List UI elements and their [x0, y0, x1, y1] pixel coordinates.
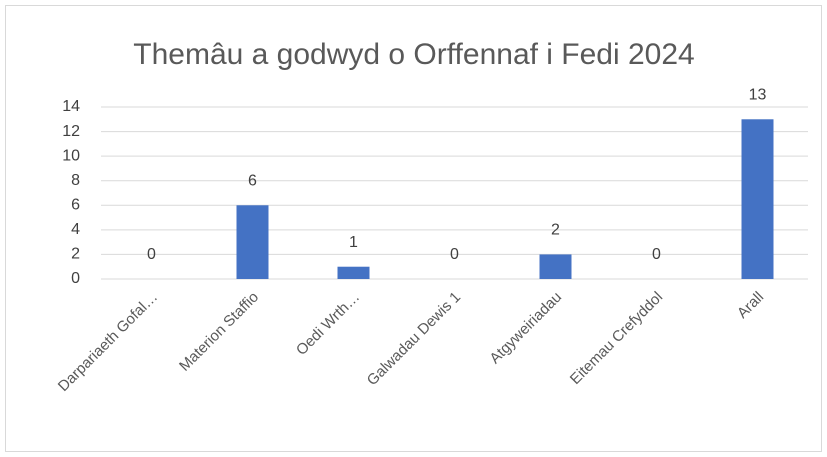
y-tick-label: 8 [71, 172, 80, 189]
data-label: 0 [652, 246, 661, 263]
y-tick-label: 10 [62, 147, 80, 164]
y-tick-label: 2 [71, 246, 80, 263]
y-tick-label: 14 [62, 98, 80, 115]
bar [539, 254, 572, 279]
y-tick-label: 4 [71, 221, 80, 238]
chart-border [5, 5, 822, 452]
y-tick-label: 0 [71, 270, 80, 287]
data-label: 2 [551, 222, 560, 239]
y-tick-label: 6 [71, 197, 80, 214]
chart-title: Themâu a godwyd o Orffennaf i Fedi 2024 [133, 38, 694, 71]
data-label: 6 [248, 173, 257, 190]
bar [337, 266, 370, 279]
data-label: 1 [349, 234, 358, 251]
data-label: 0 [450, 246, 459, 263]
data-label: 13 [749, 87, 767, 104]
y-tick-label: 12 [62, 123, 80, 140]
bar [236, 205, 269, 279]
data-label: 0 [147, 246, 156, 263]
bar [741, 119, 774, 280]
